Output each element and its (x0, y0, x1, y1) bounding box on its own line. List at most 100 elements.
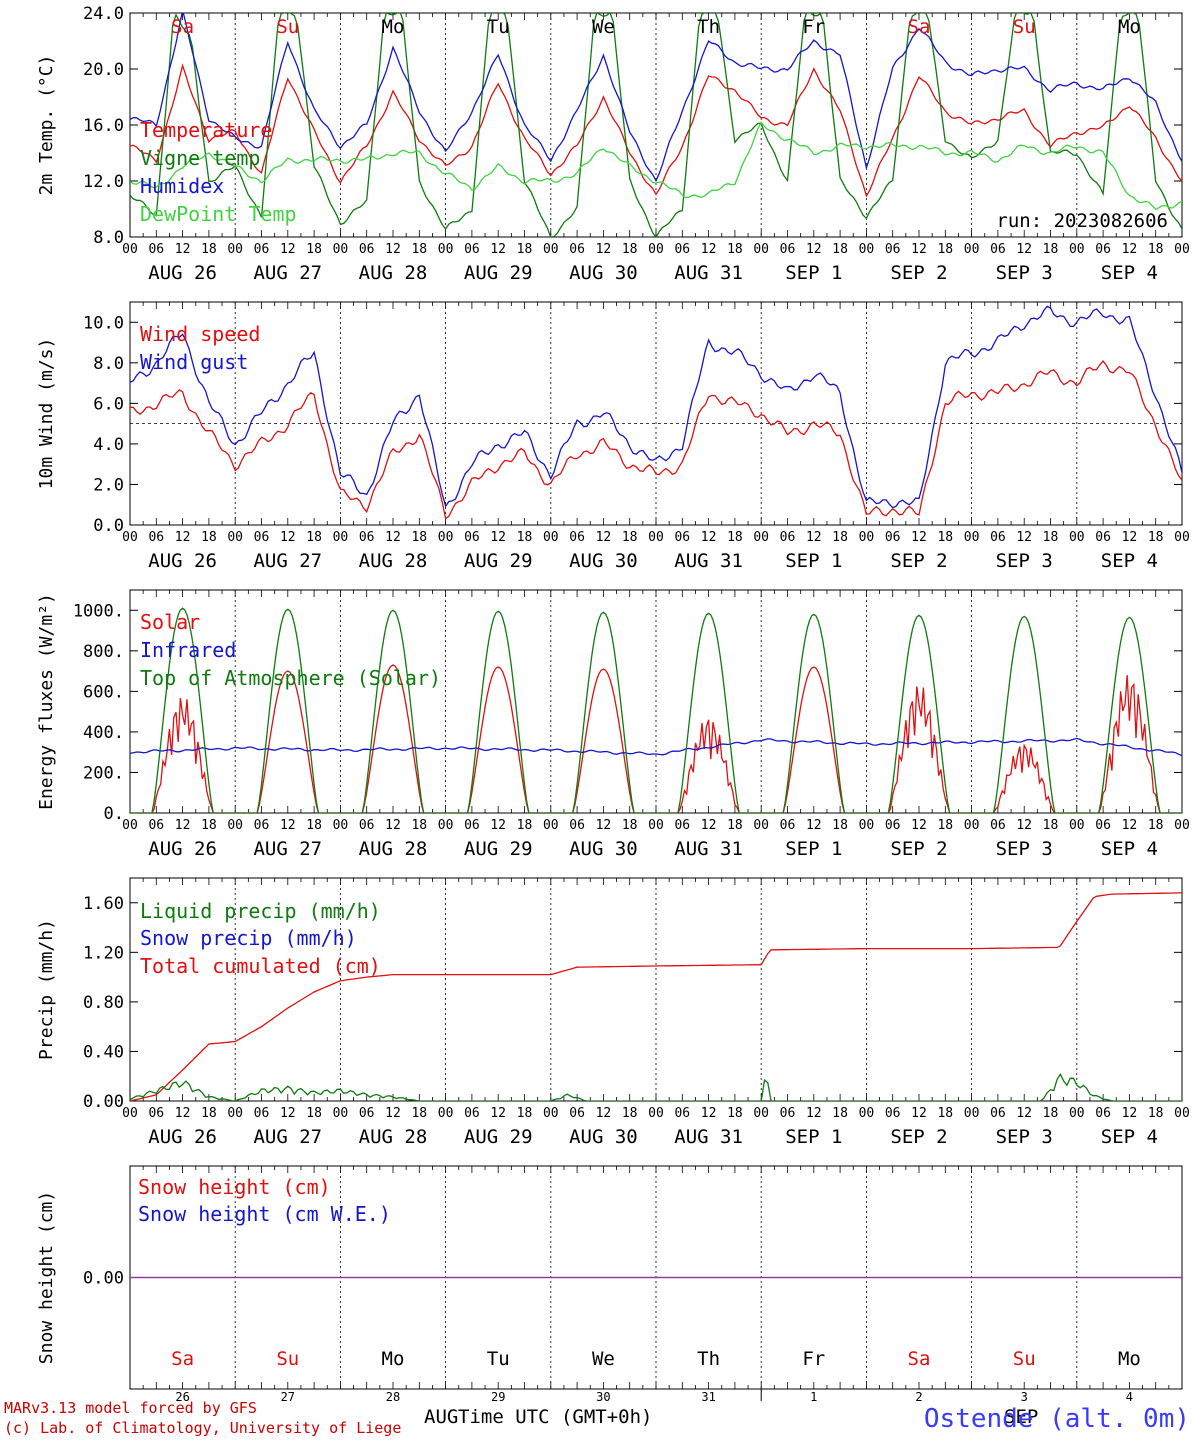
hour-tick-label: 00 (964, 242, 980, 257)
hour-tick-label: 00 (122, 1106, 138, 1121)
hour-tick-label: 06 (885, 818, 901, 833)
date-label: AUG 31 (674, 550, 743, 572)
date-label: SEP 1 (785, 262, 842, 284)
date-label: AUG 28 (359, 550, 428, 572)
hour-tick-label: 00 (543, 1106, 559, 1121)
hour-tick-label: 18 (411, 1106, 427, 1121)
hour-tick-label: 12 (175, 530, 191, 545)
weekday-label: We (592, 1348, 615, 1370)
y-tick-label: 0.00 (83, 1269, 124, 1289)
date-label: AUG 28 (359, 262, 428, 284)
weekday-label: Sa (171, 1348, 194, 1370)
hour-tick-label: 18 (1043, 242, 1059, 257)
hour-tick-label: 12 (280, 530, 296, 545)
hour-tick-label: 18 (201, 1106, 217, 1121)
y-axis-label: Precip (mm/h) (36, 919, 57, 1060)
hour-tick-label: 12 (911, 818, 927, 833)
x-axis-month-left: AUG (424, 1406, 458, 1428)
hour-tick-label: 00 (227, 530, 243, 545)
hour-tick-label: 12 (806, 1106, 822, 1121)
hour-tick-label: 06 (885, 1106, 901, 1121)
hour-tick-label: 12 (911, 530, 927, 545)
y-tick-label: 2.0 (93, 475, 124, 495)
hour-tick-label: 00 (227, 818, 243, 833)
hour-tick-label: 18 (201, 242, 217, 257)
hour-tick-label: 18 (1043, 1106, 1059, 1121)
hour-tick-label: 06 (674, 818, 690, 833)
y-tick-label: 200. (83, 763, 124, 783)
hour-tick-label: 12 (596, 242, 612, 257)
hour-tick-label: 06 (254, 242, 270, 257)
weekday-label: We (592, 16, 615, 38)
hour-tick-label: 06 (569, 818, 585, 833)
legend-entry: Liquid precip (mm/h) (140, 899, 381, 923)
hour-tick-label: 06 (464, 1106, 480, 1121)
footer-credit-1: MARv3.13 model forced by GFS (4, 1399, 257, 1417)
hour-tick-label: 18 (411, 530, 427, 545)
legend-entry: Vigne temp (140, 146, 260, 170)
hour-tick-label: 12 (1122, 818, 1138, 833)
weekday-label: Su (1013, 16, 1036, 38)
footer-credit-2: (c) Lab. of Climatology, University of L… (4, 1419, 401, 1437)
legend-entry: Snow height (cm W.E.) (138, 1202, 391, 1226)
hour-tick-label: 12 (1122, 242, 1138, 257)
hour-tick-label: 00 (1174, 530, 1190, 545)
date-label: AUG 26 (148, 550, 217, 572)
date-label: SEP 1 (785, 1126, 842, 1148)
hour-tick-label: 00 (859, 818, 875, 833)
hour-tick-label: 12 (385, 818, 401, 833)
hour-tick-label: 06 (1095, 530, 1111, 545)
hour-tick-label: 18 (832, 530, 848, 545)
hour-tick-label: 06 (1095, 818, 1111, 833)
date-label: SEP 3 (996, 550, 1053, 572)
date-label: AUG 28 (359, 1126, 428, 1148)
hour-tick-label: 12 (280, 818, 296, 833)
y-tick-label: 24.0 (83, 4, 124, 24)
date-label: AUG 30 (569, 1126, 638, 1148)
hour-tick-label: 12 (385, 530, 401, 545)
hour-tick-label: 12 (175, 242, 191, 257)
hour-tick-label: 06 (885, 242, 901, 257)
hour-tick-label: 06 (569, 530, 585, 545)
hour-tick-label: 12 (1122, 530, 1138, 545)
hour-tick-label: 06 (254, 1106, 270, 1121)
hour-tick-label: 00 (753, 530, 769, 545)
hour-tick-label: 12 (1016, 242, 1032, 257)
hour-tick-label: 18 (937, 242, 953, 257)
hour-tick-label: 12 (701, 818, 717, 833)
legend-entry: Solar (140, 610, 200, 634)
legend-entry: Temperature (140, 118, 272, 142)
hour-tick-label: 12 (701, 530, 717, 545)
hour-tick-label: 12 (490, 242, 506, 257)
hour-tick-label: 00 (333, 530, 349, 545)
date-label: AUG 26 (148, 1126, 217, 1148)
y-tick-label: 8.0 (93, 354, 124, 374)
y-tick-label: 0. (104, 804, 124, 824)
day-number-label: 4 (1126, 1390, 1133, 1404)
series-line-top-of-atmosphere-solar- (130, 607, 1182, 813)
series-line-temperature (130, 63, 1182, 198)
weekday-label: Tu (487, 1348, 510, 1370)
series-line-solar (130, 664, 1182, 813)
hour-tick-label: 06 (254, 530, 270, 545)
y-tick-label: 8.0 (93, 228, 124, 248)
hour-tick-label: 00 (122, 530, 138, 545)
hour-tick-label: 00 (1069, 530, 1085, 545)
hour-tick-label: 18 (306, 1106, 322, 1121)
legend-entry: Top of Atmosphere (Solar) (140, 666, 441, 690)
weekday-label: Sa (908, 16, 931, 38)
hour-tick-label: 18 (306, 242, 322, 257)
hour-tick-label: 12 (175, 1106, 191, 1121)
run-label: run: 2023082606 (996, 210, 1168, 232)
hour-tick-label: 06 (1095, 1106, 1111, 1121)
date-label: AUG 29 (464, 838, 533, 860)
hour-tick-label: 18 (517, 1106, 533, 1121)
hour-tick-label: 00 (543, 818, 559, 833)
weekday-label: Su (1013, 1348, 1036, 1370)
chart-panel-1: 8.0 12.0 16.0 20.0 24.0 2m Temp. (°C) 00 06 12 18… (36, 4, 1190, 284)
hour-tick-label: 06 (990, 818, 1006, 833)
hour-tick-label: 12 (596, 818, 612, 833)
weekday-label: Mo (382, 1348, 405, 1370)
date-label: SEP 2 (890, 838, 947, 860)
date-label: AUG 27 (253, 838, 322, 860)
